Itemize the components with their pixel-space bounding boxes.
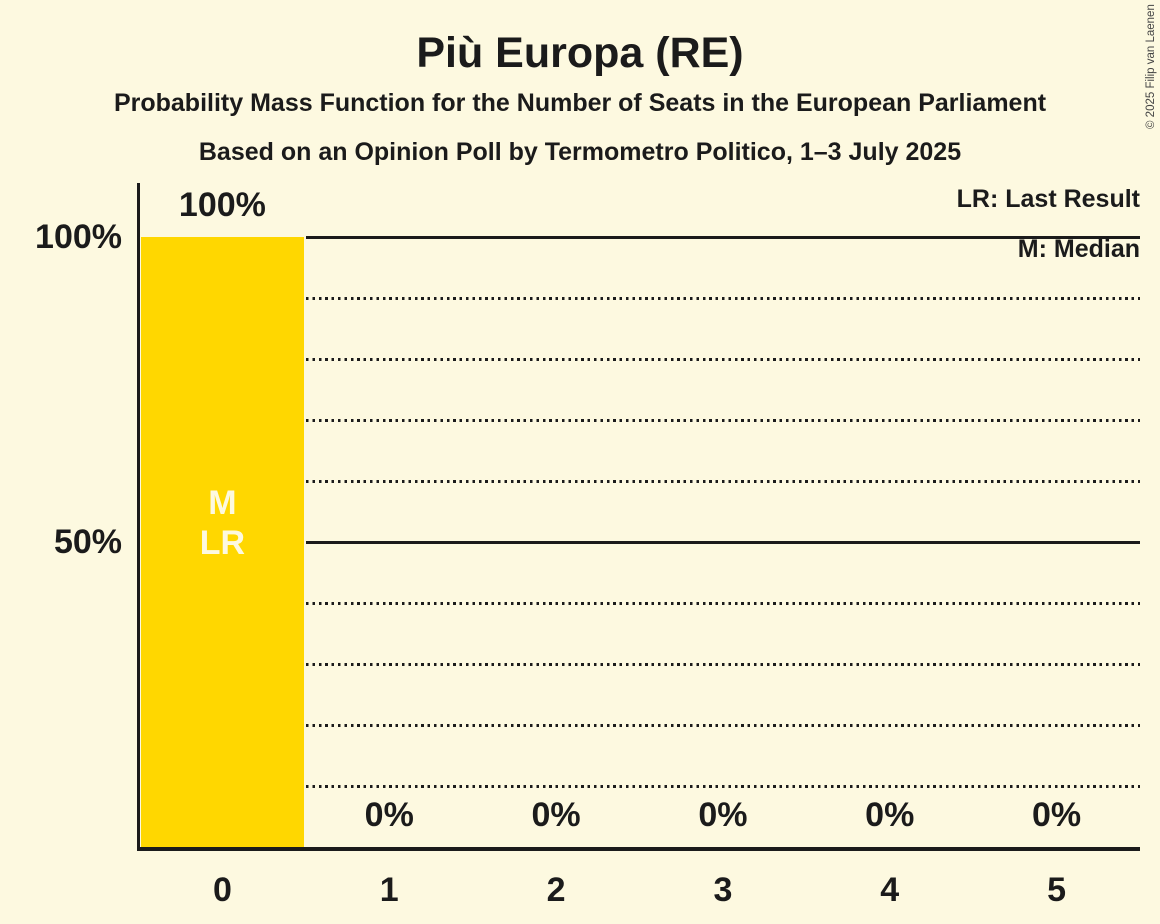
gridline-dotted-60 (306, 480, 1140, 483)
x-tick-1: 1 (379, 871, 399, 909)
y-tick-100: 100% (35, 218, 122, 256)
x-tick-4: 4 (880, 871, 900, 909)
x-tick-5: 5 (1047, 871, 1067, 909)
gridline-solid-50 (306, 541, 1140, 544)
value-label-seats-3: 0% (698, 796, 748, 834)
gridline-dotted-90 (306, 297, 1140, 300)
bar-seats-0 (140, 237, 305, 847)
value-label-seats-0: 100% (178, 186, 266, 224)
gridline-dotted-80 (306, 358, 1140, 361)
bar-annotation-m-lr: M LR (199, 484, 246, 562)
gridline-dotted-10 (306, 785, 1140, 788)
x-tick-0: 0 (212, 871, 232, 909)
x-tick-2: 2 (546, 871, 566, 909)
value-label-seats-2: 0% (531, 796, 581, 834)
x-tick-3: 3 (713, 871, 733, 909)
gridline-dotted-30 (306, 663, 1140, 666)
legend-median: M: Median (1017, 235, 1140, 263)
value-label-seats-5: 0% (1032, 796, 1082, 834)
gridline-dotted-40 (306, 602, 1140, 605)
gridline-solid-100 (306, 236, 1140, 239)
gridline-dotted-20 (306, 724, 1140, 727)
chart-subtitle: Probability Mass Function for the Number… (113, 89, 1047, 117)
y-axis-line (137, 183, 140, 850)
legend-last-result: LR: Last Result (956, 185, 1140, 213)
copyright-text: © 2025 Filip van Laenen (1145, 4, 1157, 129)
chart-source-line: Based on an Opinion Poll by Termometro P… (198, 138, 962, 166)
y-tick-50: 50% (53, 523, 122, 561)
x-axis-line (137, 847, 1140, 851)
value-label-seats-4: 0% (865, 796, 915, 834)
value-label-seats-1: 0% (364, 796, 414, 834)
gridline-dotted-70 (306, 419, 1140, 422)
chart-title: Più Europa (RE) (416, 29, 744, 77)
